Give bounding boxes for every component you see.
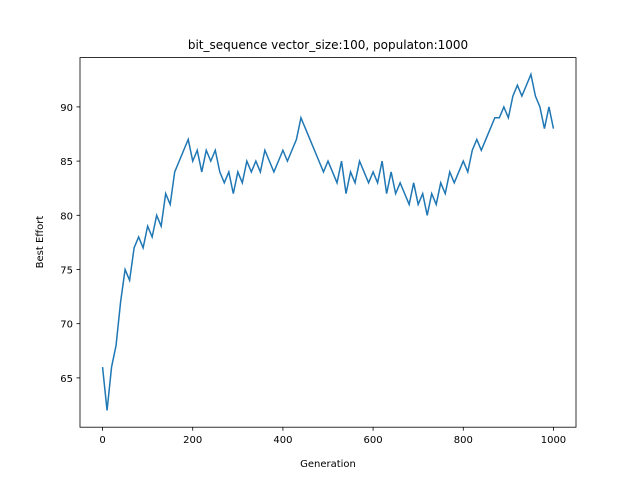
y-tick-label: 70 <box>60 320 73 331</box>
plot-frame <box>79 57 577 428</box>
y-tick-label: 85 <box>60 157 73 168</box>
x-tick-label: 600 <box>364 435 383 446</box>
x-tick-label: 1000 <box>541 435 566 446</box>
y-tick-label: 65 <box>60 374 73 385</box>
x-tick-label: 0 <box>99 435 105 446</box>
y-tick-label: 80 <box>60 211 73 222</box>
chart-title: bit_sequence vector_size:100, populaton:… <box>188 38 468 52</box>
x-tick-label: 800 <box>454 435 473 446</box>
x-tick-label: 400 <box>273 435 292 446</box>
line <box>101 71 555 411</box>
y-tick-label: 75 <box>60 265 73 276</box>
x-axis-label: Generation <box>300 459 356 470</box>
y-tick-label: 90 <box>60 103 73 114</box>
x-tick-label: 200 <box>183 435 202 446</box>
y-axis-label: Best Effort <box>35 216 46 269</box>
